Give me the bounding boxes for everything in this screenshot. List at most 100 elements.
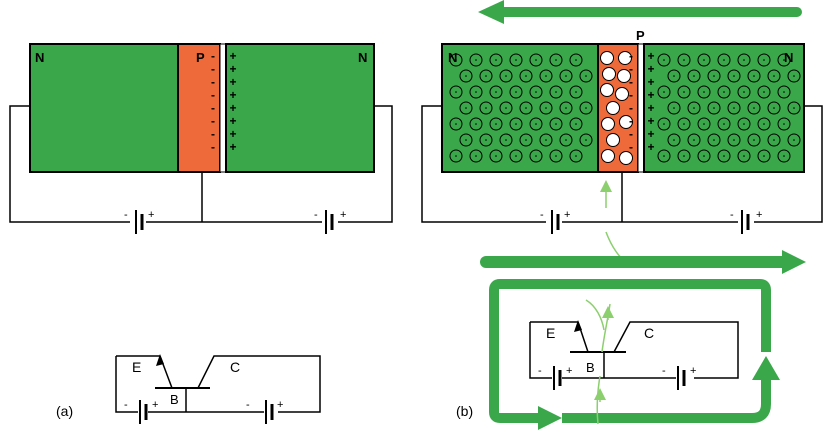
electron-dot xyxy=(673,139,675,141)
electron-dot xyxy=(663,91,665,93)
electron-dot xyxy=(713,75,715,77)
free-electron xyxy=(469,53,483,67)
electron-dot xyxy=(793,75,795,77)
electron-dot xyxy=(783,123,785,125)
free-electron xyxy=(687,69,701,83)
plus-charge: + xyxy=(229,101,236,115)
p-label-b: P xyxy=(636,28,645,43)
free-electron xyxy=(479,101,493,115)
electron-dot xyxy=(683,59,685,61)
electron-dot xyxy=(575,91,577,93)
electron-dot xyxy=(743,59,745,61)
electron-dot xyxy=(723,91,725,93)
battery-right-minus-a: - xyxy=(314,209,318,221)
free-electron xyxy=(459,101,473,115)
electron-dot xyxy=(793,139,795,141)
electron-dot xyxy=(783,91,785,93)
base-label-b: B xyxy=(586,360,595,375)
electron-dot xyxy=(495,59,497,61)
electron-dot xyxy=(535,59,537,61)
free-electron xyxy=(757,85,771,99)
electron-dot xyxy=(575,59,577,61)
free-electron xyxy=(559,133,573,147)
free-electron xyxy=(757,53,771,67)
free-electron xyxy=(707,133,721,147)
electron-dot xyxy=(585,75,587,77)
n-label-right-a: N xyxy=(358,50,367,65)
free-electron xyxy=(549,117,563,131)
free-electron xyxy=(549,85,563,99)
minus-charge: - xyxy=(629,114,633,128)
plus-charge: + xyxy=(229,127,236,141)
free-electron xyxy=(727,133,741,147)
electron-dot xyxy=(555,91,557,93)
electron-dot xyxy=(713,107,715,109)
electron-dot xyxy=(455,59,457,61)
p-base-region-a xyxy=(177,43,221,173)
electron-dot xyxy=(475,155,477,157)
flow-loop-arrow xyxy=(489,279,780,430)
free-electron xyxy=(529,53,543,67)
free-electron xyxy=(469,85,483,99)
plus-charge: + xyxy=(647,49,654,63)
depletion-charges-a: - +- +- +- +- +- +- +- + xyxy=(211,49,237,154)
free-electron xyxy=(519,101,533,115)
minus-charge: - xyxy=(211,101,215,115)
free-electron xyxy=(459,69,473,83)
electron-dot xyxy=(743,123,745,125)
free-electron xyxy=(657,149,671,163)
free-electron xyxy=(657,117,671,131)
free-electron xyxy=(727,69,741,83)
free-electron xyxy=(449,53,463,67)
collector-label-a: C xyxy=(230,359,240,375)
electron-dot xyxy=(485,75,487,77)
n-emitter-region-a xyxy=(29,43,179,173)
panel-a: N P N - +- +- +- +- +- +- +- + - + - + xyxy=(9,43,393,424)
free-electron xyxy=(459,133,473,147)
electron-dot xyxy=(773,75,775,77)
free-electron xyxy=(707,101,721,115)
n-label-right-b: N xyxy=(784,50,793,65)
free-electron xyxy=(677,149,691,163)
electron-dot xyxy=(763,155,765,157)
electron-dot xyxy=(743,91,745,93)
minus-charge: - xyxy=(629,62,633,76)
plus-charge: + xyxy=(647,114,654,128)
free-electron xyxy=(499,133,513,147)
minus-charge: - xyxy=(629,75,633,89)
electron-dot xyxy=(555,123,557,125)
free-electron xyxy=(569,149,583,163)
free-electrons-b xyxy=(449,53,801,163)
wire-right-b xyxy=(754,105,823,223)
battery-left-minus-a: - xyxy=(124,209,128,221)
free-electron xyxy=(687,133,701,147)
electron-dot xyxy=(673,107,675,109)
free-electron xyxy=(489,149,503,163)
hole xyxy=(601,117,615,131)
free-electron xyxy=(479,69,493,83)
free-electron xyxy=(509,149,523,163)
free-electron xyxy=(529,85,543,99)
free-electron xyxy=(707,69,721,83)
flow-arrow-middle xyxy=(480,250,806,274)
electron-dot xyxy=(683,123,685,125)
t-minus-right-a: - xyxy=(246,399,250,411)
free-electron xyxy=(469,117,483,131)
battery-right-plus-a: + xyxy=(340,209,346,221)
electron-dot xyxy=(485,107,487,109)
minus-charge: - xyxy=(629,88,633,102)
n-collector-region-b xyxy=(643,43,805,173)
minus-charge: - xyxy=(211,75,215,89)
electron-dot xyxy=(525,107,527,109)
free-electron xyxy=(747,101,761,115)
plus-charge: + xyxy=(229,88,236,102)
electron-dot xyxy=(505,139,507,141)
battery-right-minus-b: - xyxy=(730,209,734,221)
free-electron xyxy=(667,133,681,147)
free-electron xyxy=(449,85,463,99)
electron-dot xyxy=(505,107,507,109)
electron-dot xyxy=(515,59,517,61)
electron-dot xyxy=(663,123,665,125)
electron-dot xyxy=(683,155,685,157)
free-electron xyxy=(449,117,463,131)
